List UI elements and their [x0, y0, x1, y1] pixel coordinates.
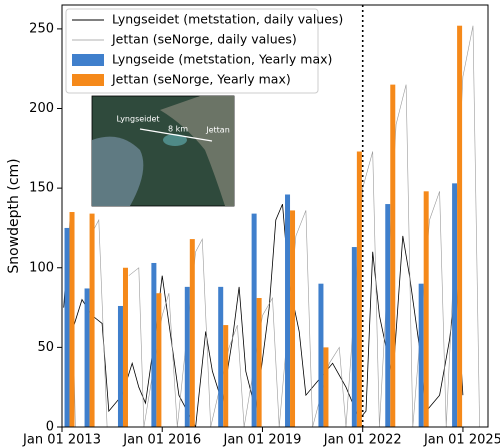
bar: [290, 210, 296, 427]
map-water: [92, 136, 144, 206]
x-tick-label: Jan 01 2025: [423, 433, 500, 447]
bar: [69, 212, 75, 427]
legend-label: Lyngseidet (metstation, daily values): [112, 12, 343, 27]
bar: [223, 325, 229, 427]
legend-label: Jettan (seNorge, daily values): [111, 32, 297, 47]
bar: [452, 183, 458, 427]
bar: [256, 298, 262, 427]
bar: [189, 239, 195, 427]
bar: [285, 194, 291, 427]
y-tick-label: 150: [29, 181, 54, 196]
bar: [184, 286, 190, 427]
y-axis-label: Snowdepth (cm): [6, 158, 22, 273]
bar: [323, 347, 329, 427]
map-land: [160, 96, 234, 206]
legend: Lyngseidet (metstation, daily values) Jet…: [65, 8, 343, 94]
bar: [318, 283, 324, 427]
x-tick-label: Jan 01 2019: [223, 433, 302, 447]
bar: [356, 151, 362, 427]
legend-swatch: [72, 54, 104, 66]
y-tick-label: 250: [29, 21, 54, 36]
map-distance-line: [139, 128, 213, 142]
bar: [156, 293, 162, 427]
map-label: Lyngseidet: [116, 115, 159, 124]
bar: [151, 262, 157, 427]
x-tick-label: Jan 01 2016: [122, 433, 201, 447]
bar: [64, 227, 70, 427]
bar: [84, 288, 90, 427]
bar: [351, 247, 357, 427]
y-tick-label: 0: [46, 420, 54, 435]
legend-label: Jettan (seNorge, Yearly max): [111, 72, 291, 87]
y-tick-label: 200: [29, 101, 54, 116]
legend-label: Lyngseide (metstation, Yearly max): [112, 52, 332, 67]
map-label: 8 km: [168, 125, 188, 134]
bar: [251, 213, 257, 427]
map-inset: Lyngseidet 8 km Jettan: [91, 95, 235, 207]
bar: [89, 213, 95, 427]
x-tick-label: Jan 01 2022: [323, 433, 402, 447]
legend-swatch: [72, 74, 104, 86]
map-label: Jettan: [205, 126, 230, 135]
x-tick-label: Jan 01 2013: [22, 433, 101, 447]
bar: [418, 283, 424, 427]
y-tick-label: 50: [37, 340, 54, 355]
legend-box: [65, 8, 319, 94]
bar: [423, 191, 429, 427]
bar: [117, 305, 123, 427]
plot-frame: [61, 4, 489, 428]
plot-area: [63, 25, 480, 427]
map-lake: [163, 134, 187, 146]
bar: [457, 25, 463, 427]
bar: [218, 286, 224, 427]
y-tick-label: 100: [29, 260, 54, 275]
bar: [390, 84, 396, 427]
bar: [122, 267, 128, 427]
bar: [385, 204, 391, 427]
